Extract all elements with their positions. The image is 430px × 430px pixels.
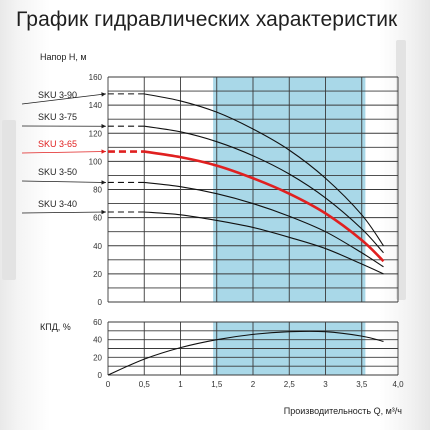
x-tick-label: 0 xyxy=(106,380,111,389)
legend-arrow-head xyxy=(101,180,106,185)
legend-arrow-head xyxy=(101,124,106,129)
page-title: График гидравлических характеристик xyxy=(16,8,398,31)
series-line xyxy=(144,211,384,275)
x-tick-label: 2,5 xyxy=(284,380,296,389)
x-tick-label: 1 xyxy=(178,380,183,389)
efficiency-grid xyxy=(107,321,399,376)
efficiency-y-ticks: 0 20 40 60 xyxy=(93,318,102,380)
legend-arrow-head xyxy=(101,209,106,215)
series-sku-3-90 xyxy=(108,93,384,247)
efficiency-chart: 0 20 40 60 КПД, % 0 0,5 1 1,5 2 2,5 3 3,5 4,0 Произ… xyxy=(40,318,404,416)
x-ticks: 0 0,5 1 1,5 2 2,5 3 3,5 4,0 xyxy=(106,380,404,389)
x-tick-label: 1,5 xyxy=(211,380,223,389)
legend-arrow-line xyxy=(21,93,107,105)
series-sku-3-75 xyxy=(107,125,384,254)
series-line xyxy=(144,181,384,268)
x-tick-label: 4,0 xyxy=(392,380,404,389)
y-tick-label: 100 xyxy=(89,157,103,166)
y-tick-label: 160 xyxy=(89,73,103,82)
legend-label: SKU 3-50 xyxy=(38,167,77,177)
legend-arrow-line xyxy=(21,180,107,183)
head-series-group xyxy=(107,93,385,275)
head-legend: SKU 3-90 SKU 3-75 SKU 3-65 SKU 3-50 SKU 3-40 xyxy=(21,90,107,215)
series-sku-3-65 xyxy=(108,150,385,263)
series-line xyxy=(144,150,385,263)
series-line xyxy=(144,125,384,254)
x-tick-label: 3 xyxy=(323,380,328,389)
legend-arrow-line xyxy=(21,151,107,154)
y-tick-label: 0 xyxy=(98,298,103,307)
head-y-axis-label: Напор H, м xyxy=(40,52,87,62)
series-sku-3-40 xyxy=(108,211,384,275)
legend-arrow-line xyxy=(21,211,107,214)
y-tick-label: 20 xyxy=(93,353,102,362)
y-tick-label: 60 xyxy=(93,214,102,223)
x-axis-label: Производительность Q, м³/ч xyxy=(284,406,403,416)
y-tick-label: 80 xyxy=(93,186,102,195)
x-tick-label: 3,5 xyxy=(356,380,368,389)
legend-label: SKU 3-90 xyxy=(38,90,77,100)
background-pipe xyxy=(396,40,406,300)
y-tick-label: 40 xyxy=(93,242,102,251)
efficiency-series-group xyxy=(107,330,384,376)
legend-arrow-head xyxy=(101,92,106,97)
series-sku-3-50 xyxy=(108,181,384,268)
y-tick-label: 0 xyxy=(98,371,103,380)
x-tick-label: 2 xyxy=(251,380,256,389)
y-tick-label: 20 xyxy=(93,270,102,279)
y-tick-label: 140 xyxy=(89,101,103,110)
x-tick-label: 0,5 xyxy=(139,380,151,389)
y-tick-label: 60 xyxy=(93,318,102,327)
head-chart: 0 20 40 60 80 100 120 140 160 Напор H, м SKU 3-9… xyxy=(21,52,399,307)
efficiency-series-line xyxy=(107,330,384,376)
background-pipe xyxy=(2,120,16,280)
legend-label: SKU 3-40 xyxy=(38,199,77,209)
efficiency-y-axis-label: КПД, % xyxy=(40,322,71,332)
series-line xyxy=(144,93,384,247)
y-tick-label: 40 xyxy=(93,336,102,345)
legend-arrow-head xyxy=(101,149,106,154)
head-y-ticks: 0 20 40 60 80 100 120 140 160 xyxy=(89,73,103,307)
legend-label: SKU 3-65 xyxy=(38,139,77,149)
y-tick-label: 120 xyxy=(89,129,103,138)
legend-label: SKU 3-75 xyxy=(38,112,77,122)
